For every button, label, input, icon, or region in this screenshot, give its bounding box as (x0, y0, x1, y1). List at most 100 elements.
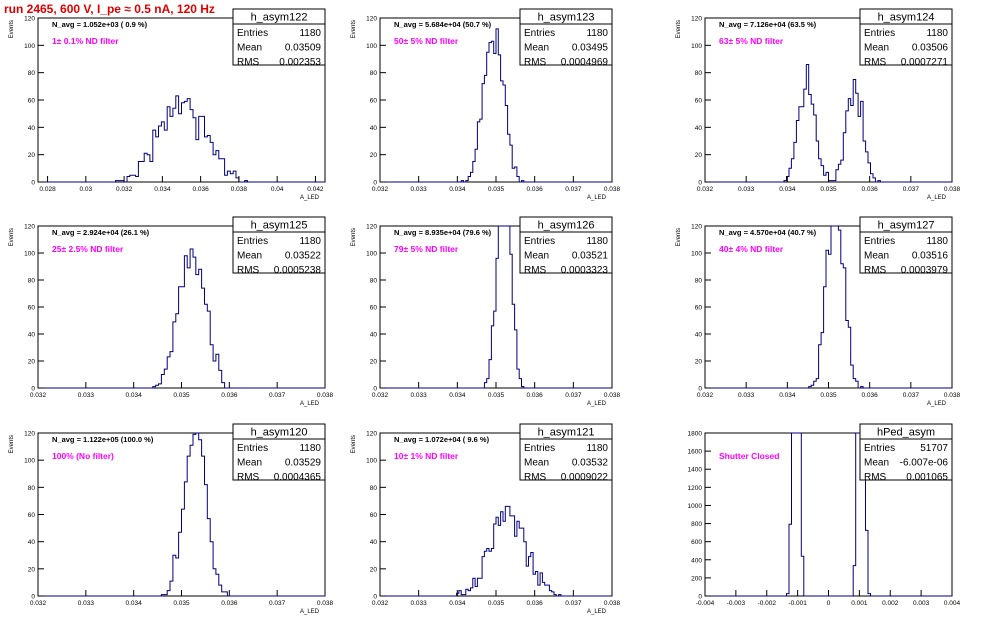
y-tick-label: 120 (24, 16, 35, 23)
x-axis-label: A_LED (300, 195, 320, 201)
histogram-line (38, 248, 325, 389)
stats-box (232, 8, 326, 66)
x-tick-label: 0.038 (604, 600, 621, 607)
x-axis-label: A_LED (587, 195, 607, 201)
stats-label-mean: Mean (864, 458, 889, 469)
filter-label: 25± 2.5% ND filter (52, 244, 124, 254)
stats-label-entries: Entries (524, 236, 555, 247)
y-tick-label: 120 (366, 431, 377, 438)
x-tick-label: 0.036 (221, 600, 238, 607)
stats-label-mean: Mean (237, 458, 262, 469)
x-tick-label: 0.033 (78, 600, 95, 607)
navg-label: N_avg = 8.935e+04 (79.6 %) (394, 228, 492, 237)
stats-value-rms: 0.0004969 (561, 57, 609, 68)
y-tick-label: 100 (366, 458, 377, 465)
stats-value-entries: 1180 (299, 28, 321, 39)
x-tick-label: 0.034 (449, 186, 466, 193)
y-tick-label: 1800 (688, 431, 703, 438)
stats-value-entries: 51707 (920, 443, 948, 454)
x-tick-label: 0.04 (271, 186, 284, 193)
stats-value-mean: 0.03532 (572, 458, 609, 469)
y-tick-label: 20 (695, 152, 703, 159)
stats-label-mean: Mean (864, 251, 889, 262)
stats-value-mean: 0.03516 (912, 251, 949, 262)
stats-value-entries: 1180 (299, 443, 321, 454)
x-tick-label: 0.033 (738, 186, 755, 193)
navg-label: N_avg = 1.122e+05 (100.0 %) (52, 435, 154, 444)
x-tick-label: 0.036 (221, 392, 238, 399)
y-tick-label: 0 (698, 594, 702, 601)
x-tick-label: 0 (827, 600, 831, 607)
histogram-name: h_asym126 (538, 220, 595, 232)
stats-label-entries: Entries (864, 236, 895, 247)
y-tick-label: 60 (28, 305, 36, 312)
stats-label-rms: RMS (864, 472, 887, 483)
y-tick-label: 40 (28, 332, 36, 339)
stats-box (232, 216, 326, 274)
y-axis-label: Events (351, 20, 357, 38)
x-tick-label: 0.034 (449, 600, 466, 607)
y-tick-label: 0 (373, 594, 377, 601)
x-axis-label: A_LED (587, 609, 607, 615)
y-axis-label: Events (9, 228, 15, 246)
y-tick-label: 120 (24, 224, 35, 231)
y-tick-label: 60 (370, 305, 378, 312)
y-tick-label: 20 (370, 359, 378, 366)
x-tick-label: 0.028 (39, 186, 56, 193)
y-tick-label: 20 (28, 359, 36, 366)
stats-label-mean: Mean (524, 43, 549, 54)
navg-label: N_avg = 1.072e+04 ( 9.6 %) (394, 435, 490, 444)
y-tick-label: 1400 (688, 467, 703, 474)
y-tick-label: 400 (691, 557, 702, 564)
y-axis-label: Events (9, 20, 15, 38)
y-tick-label: 120 (366, 224, 377, 231)
y-tick-label: 0 (373, 386, 377, 393)
histogram-line (380, 28, 612, 183)
x-axis-label: A_LED (300, 609, 320, 615)
x-tick-label: 0.037 (565, 392, 582, 399)
x-tick-label: 0.035 (820, 186, 837, 193)
x-tick-label: 0.032 (116, 186, 133, 193)
y-tick-label: 0 (698, 180, 702, 187)
y-tick-label: 60 (695, 305, 703, 312)
filter-label: 10± 1% ND filter (394, 451, 459, 461)
y-tick-label: 100 (24, 43, 35, 50)
x-tick-label: 0.001 (851, 600, 868, 607)
stats-label-entries: Entries (237, 28, 268, 39)
histogram-panel-h_asym127: 0 20 40 60 80 100 120 0.032 0.033 0.034 0.035 0.036… (676, 216, 961, 407)
x-tick-label: 0.034 (126, 600, 143, 607)
histogram-panel-hPed_asym: 0 200 400 600 800 1000 1200 1400 1600 1800 -0.004 -… (688, 423, 961, 607)
stats-value-entries: 1180 (926, 28, 948, 39)
stats-label-mean: Mean (237, 43, 262, 54)
y-tick-label: 40 (695, 125, 703, 132)
x-tick-label: 0.037 (269, 392, 286, 399)
stats-value-entries: 1180 (586, 28, 608, 39)
stats-value-mean: 0.03529 (285, 458, 322, 469)
y-tick-label: 80 (28, 485, 36, 492)
stats-value-rms: 0.002353 (279, 57, 321, 68)
histogram-line (705, 64, 952, 183)
x-tick-label: 0.038 (604, 186, 621, 193)
stats-box (859, 423, 953, 481)
stats-value-mean: -6.007e-06 (900, 458, 949, 469)
x-axis-label: A_LED (927, 401, 947, 407)
x-tick-label: 0.032 (372, 186, 389, 193)
stats-label-rms: RMS (237, 57, 260, 68)
histogram-line (38, 432, 325, 597)
y-tick-label: 0 (31, 386, 35, 393)
x-tick-label: -0.004 (696, 600, 715, 607)
y-tick-label: 80 (370, 70, 378, 77)
x-tick-label: 0.034 (154, 186, 171, 193)
y-tick-label: 0 (698, 386, 702, 393)
stats-label-mean: Mean (524, 251, 549, 262)
x-tick-label: 0.036 (527, 600, 544, 607)
x-tick-label: 0.033 (78, 392, 95, 399)
filter-label: 100% (No filter) (52, 451, 114, 461)
histogram-name: h_asym124 (878, 12, 935, 24)
y-tick-label: 40 (370, 332, 378, 339)
y-tick-label: 40 (370, 125, 378, 132)
y-tick-label: 80 (28, 278, 36, 285)
x-tick-label: 0.036 (862, 186, 879, 193)
x-tick-label: 0.036 (862, 392, 879, 399)
